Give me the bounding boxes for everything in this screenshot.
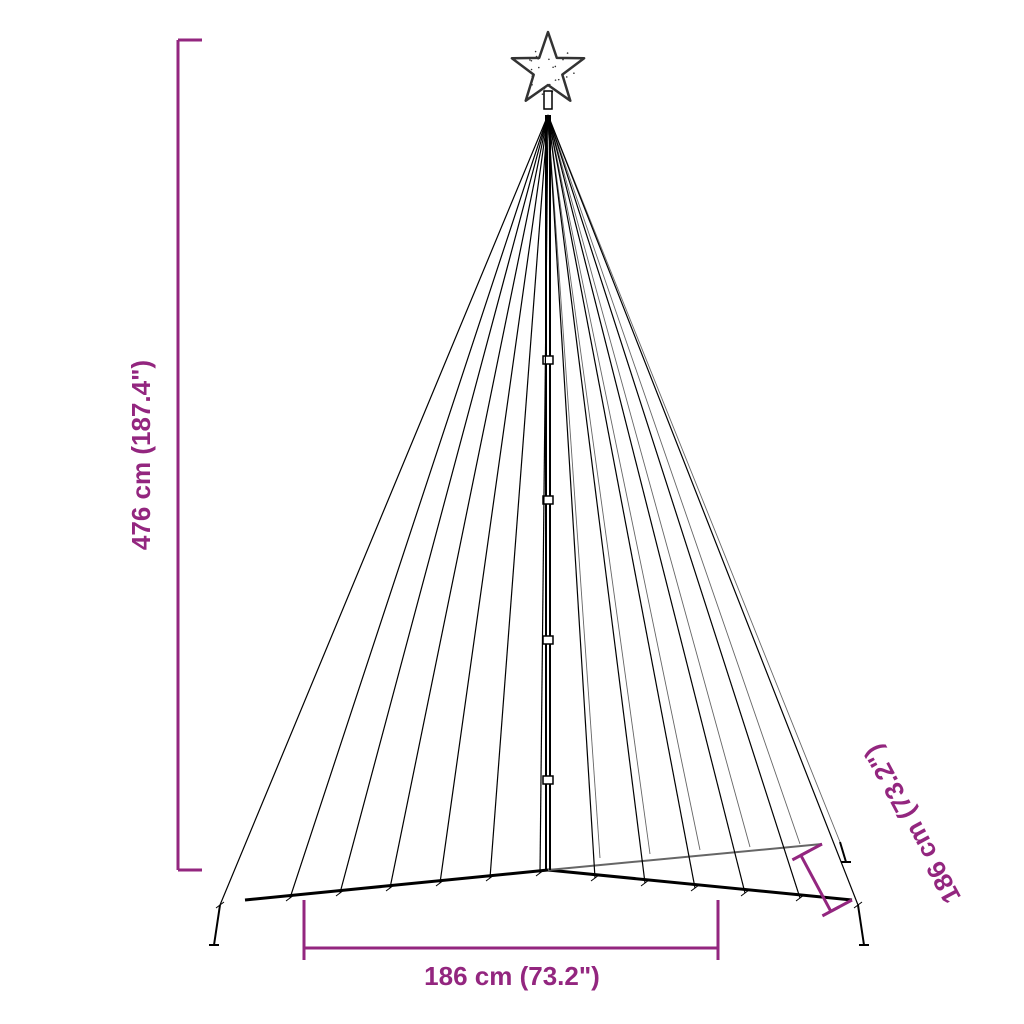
star-dot xyxy=(538,67,540,69)
star-dot xyxy=(573,72,575,74)
light-string xyxy=(548,115,650,854)
star-dot xyxy=(531,60,533,62)
light-string xyxy=(440,115,548,883)
star-dot xyxy=(536,56,538,58)
light-string xyxy=(220,115,548,905)
star-dot xyxy=(562,59,564,61)
light-string xyxy=(390,115,548,888)
base-leg xyxy=(548,870,852,900)
dim-label-depth: 186 cm (73.2") xyxy=(857,740,966,909)
light-string xyxy=(548,115,645,883)
star-dot xyxy=(534,57,536,59)
pole-joint xyxy=(543,636,553,644)
star-dot xyxy=(542,93,544,95)
light-string xyxy=(548,115,745,893)
star-dot xyxy=(529,59,531,61)
star-dot xyxy=(558,79,560,81)
star-dot xyxy=(548,58,550,60)
ground-stake xyxy=(214,905,220,945)
ground-stake xyxy=(858,905,864,945)
star-dot xyxy=(544,88,546,90)
light-string xyxy=(548,115,750,847)
dim-label-width: 186 cm (73.2") xyxy=(424,961,600,991)
product-outline xyxy=(209,32,869,945)
star-neck xyxy=(544,91,552,109)
star-dot xyxy=(531,75,533,77)
pole-joint xyxy=(543,776,553,784)
dimension-diagram: 476 cm (187.4") 186 cm (73.2") 186 cm (73.… xyxy=(0,0,1024,1024)
dim-line-depth xyxy=(801,855,831,911)
dim-label-height: 476 cm (187.4") xyxy=(126,360,156,550)
star-dot xyxy=(567,52,569,54)
star-dot xyxy=(555,66,557,68)
star-dot xyxy=(531,69,533,71)
star-dot xyxy=(555,79,557,81)
star-dot xyxy=(566,76,568,78)
light-string xyxy=(290,115,548,898)
star-dot xyxy=(549,84,551,86)
star-dot xyxy=(531,84,533,86)
star-dot xyxy=(541,88,543,90)
star-dot xyxy=(552,66,554,68)
light-string xyxy=(548,115,840,842)
star-dot xyxy=(537,58,539,60)
ground-stake xyxy=(840,842,846,862)
light-string xyxy=(490,115,548,878)
light-string xyxy=(340,115,548,893)
base-leg xyxy=(548,844,822,870)
star-dot xyxy=(535,51,537,53)
light-string xyxy=(548,115,858,905)
pole-joint xyxy=(543,356,553,364)
